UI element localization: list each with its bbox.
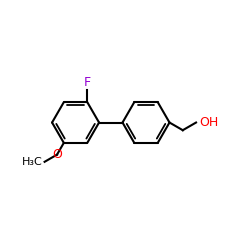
Text: OH: OH [199, 116, 218, 129]
Text: H₃C: H₃C [22, 157, 42, 167]
Text: F: F [84, 76, 91, 88]
Text: O: O [52, 148, 62, 161]
